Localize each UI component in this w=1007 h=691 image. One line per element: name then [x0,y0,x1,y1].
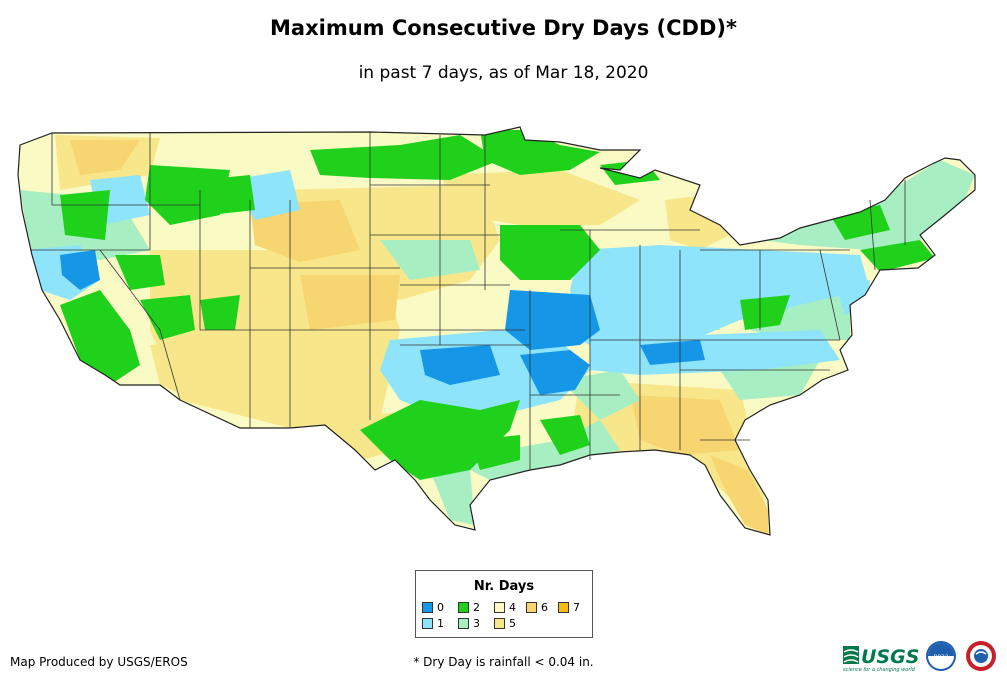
legend-item-5: 5 [494,618,516,630]
legend-swatch-4 [494,602,505,613]
region-2-days-nevada [115,255,165,290]
legend-item-4: 4 [494,602,516,614]
region-6-days-florida [710,455,768,535]
region-2-days-california [60,290,140,385]
region-2-days-wyoming [200,175,255,215]
region-2-days-minnesota [480,130,600,175]
usgs-logo: USGS science for a changing world [843,646,919,673]
legend-title: Nr. Days [473,579,535,594]
legend-swatch-2 [458,602,469,613]
legend-label-4: 4 [509,601,516,614]
usgs-wordmark: USGS [861,646,919,668]
region-2-days-arizona [140,295,195,340]
legend-label-7: 7 [573,601,580,614]
noaa-logo: noaa [926,641,956,671]
region-5-days-southwest [150,340,200,400]
legend-item-0: 0 [422,602,444,614]
region-2-days-iowa [500,225,600,280]
legend-swatch-5 [494,618,505,629]
region-2-days-new-england [860,240,935,272]
region-3-days-plains [380,240,480,280]
region-6-days-colorado [300,275,400,330]
region-1-day-ohio-valley [570,245,870,360]
legend-item-2: 2 [458,602,480,614]
nws-logo [966,641,996,671]
region-0-days-nevada [60,250,100,290]
region-2-days-oregon [60,190,110,240]
footnote-text: * Dry Day is rainfall < 0.04 in. [413,655,594,669]
region-3-days-northeast [760,160,975,250]
us-dry-days-map [17,126,976,536]
credit-text: Map Produced by USGS/EROS [10,655,188,669]
region-2-days-north-dakota [310,135,500,180]
region-3-days-texas-coast [430,470,475,525]
map-subtitle: in past 7 days, as of Mar 18, 2020 [358,63,649,83]
legend-label-0: 0 [437,601,444,614]
legend-swatch-7 [558,602,569,613]
legend-item-3: 3 [458,618,480,630]
region-2-days-texas-east [470,435,520,470]
agency-logos: USGS science for a changing world noaa [843,641,996,673]
region-6-days-northwest [70,140,140,175]
legend-label-1: 1 [437,617,444,630]
region-0-days-arkansas [520,350,590,395]
region-2-days-kentucky [740,295,790,330]
legend-label-6: 6 [541,601,548,614]
legend-label-2: 2 [473,601,480,614]
state-boundaries [30,132,906,470]
legend-label-5: 5 [509,617,516,630]
region-5-days-dakotas [440,170,640,225]
legend-swatch-0 [422,602,433,613]
usgs-tagline: science for a changing world [843,667,916,673]
map-legend: Nr. Days 0 2 4 6 7 1 3 5 [415,570,593,638]
region-5-days-michigan [665,195,730,250]
region-2-days-louisiana [540,415,590,455]
map-title: Maximum Consecutive Dry Days (CDD)* [270,16,737,40]
legend-item-7: 7 [558,602,580,614]
noaa-wordmark: noaa [934,653,949,660]
legend-item-6: 6 [526,602,548,614]
legend-label-3: 3 [473,617,480,630]
region-0-days-oklahoma [420,345,500,385]
region-0-days-tennessee [640,340,705,365]
legend-swatch-1 [422,618,433,629]
region-0-days-missouri [505,290,600,350]
legend-item-1: 1 [422,618,444,630]
legend-swatch-3 [458,618,469,629]
region-2-days-utah [200,295,240,330]
region-6-days-rockies [250,200,360,262]
legend-swatch-6 [526,602,537,613]
